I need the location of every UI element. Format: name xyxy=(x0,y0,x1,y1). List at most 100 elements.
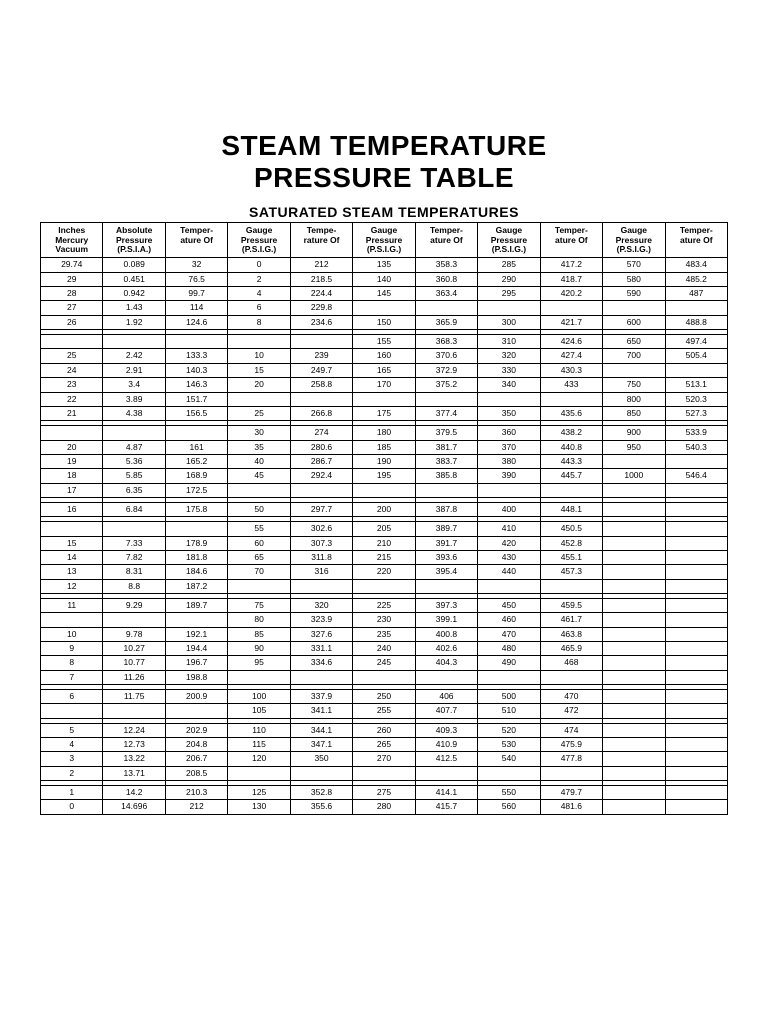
table-cell: 510 xyxy=(478,704,540,718)
table-cell: 414.1 xyxy=(415,786,477,800)
table-cell: 0 xyxy=(41,800,103,814)
table-row: 185.85168.945292.4195385.8390445.7100054… xyxy=(41,469,728,483)
table-cell: 418.7 xyxy=(540,272,602,286)
table-cell xyxy=(415,483,477,497)
table-cell: 358.3 xyxy=(415,258,477,272)
table-cell: 450 xyxy=(478,598,540,612)
table-cell xyxy=(603,454,665,468)
table-cell: 527.3 xyxy=(665,406,727,420)
table-cell: 0.942 xyxy=(103,287,165,301)
table-cell: 297.7 xyxy=(290,502,352,516)
table-cell xyxy=(228,335,290,349)
table-cell: 25 xyxy=(228,406,290,420)
table-cell: 60 xyxy=(228,536,290,550)
table-cell: 206.7 xyxy=(165,752,227,766)
table-cell xyxy=(665,502,727,516)
table-cell: 196.7 xyxy=(165,656,227,670)
table-header-cell: GaugePressure(P.S.I.G.) xyxy=(603,223,665,258)
table-cell: 300 xyxy=(478,315,540,329)
table-cell xyxy=(103,335,165,349)
table-cell: 45 xyxy=(228,469,290,483)
table-cell: 50 xyxy=(228,502,290,516)
table-cell: 391.7 xyxy=(415,536,477,550)
table-row: 119.29189.775320225397.3450459.5 xyxy=(41,598,728,612)
table-header-row: InchesMercuryVacuumAbsolutePressure(P.S.… xyxy=(41,223,728,258)
table-row: 271.431146229.8 xyxy=(41,301,728,315)
table-cell: 650 xyxy=(603,335,665,349)
table-cell: 302.6 xyxy=(290,522,352,536)
table-cell xyxy=(603,627,665,641)
table-cell: 440 xyxy=(478,565,540,579)
table-cell xyxy=(603,800,665,814)
table-cell xyxy=(603,704,665,718)
table-cell xyxy=(478,483,540,497)
table-cell: 420 xyxy=(478,536,540,550)
table-cell xyxy=(665,483,727,497)
table-cell xyxy=(290,579,352,593)
table-cell xyxy=(665,522,727,536)
table-cell: 95 xyxy=(228,656,290,670)
table-cell: 266.8 xyxy=(290,406,352,420)
table-cell: 140 xyxy=(353,272,415,286)
table-cell: 387.8 xyxy=(415,502,477,516)
table-cell: 344.1 xyxy=(290,723,352,737)
table-cell: 180 xyxy=(353,426,415,440)
table-cell: 404.3 xyxy=(415,656,477,670)
table-cell xyxy=(353,579,415,593)
table-cell: 24 xyxy=(41,363,103,377)
table-cell: 29 xyxy=(41,272,103,286)
table-cell: 800 xyxy=(603,392,665,406)
table-row: 55302.6205389.7410450.5 xyxy=(41,522,728,536)
table-cell: 4.87 xyxy=(103,440,165,454)
table-cell: 125 xyxy=(228,786,290,800)
table-cell xyxy=(665,690,727,704)
table-cell: 11.75 xyxy=(103,690,165,704)
table-cell: 360 xyxy=(478,426,540,440)
table-cell xyxy=(228,483,290,497)
table-cell: 5.85 xyxy=(103,469,165,483)
table-cell xyxy=(540,670,602,684)
table-cell: 2 xyxy=(228,272,290,286)
table-cell xyxy=(603,752,665,766)
table-cell: 406 xyxy=(415,690,477,704)
page-subtitle: SATURATED STEAM TEMPERATURES xyxy=(40,204,728,220)
table-cell: 75 xyxy=(228,598,290,612)
steam-table: InchesMercuryVacuumAbsolutePressure(P.S.… xyxy=(40,222,728,814)
table-cell: 310 xyxy=(478,335,540,349)
table-cell: 187.2 xyxy=(165,579,227,593)
table-cell xyxy=(290,483,352,497)
table-row: 155368.3310424.6650497.4 xyxy=(41,335,728,349)
table-cell xyxy=(165,613,227,627)
table-cell: 409.3 xyxy=(415,723,477,737)
table-cell: 229.8 xyxy=(290,301,352,315)
table-cell: 15 xyxy=(41,536,103,550)
table-header-cell: Tempe-rature Of xyxy=(290,223,352,258)
table-cell: 390 xyxy=(478,469,540,483)
table-cell: 274 xyxy=(290,426,352,440)
table-cell: 368.3 xyxy=(415,335,477,349)
table-cell: 327.6 xyxy=(290,627,352,641)
table-cell: 189.7 xyxy=(165,598,227,612)
table-cell: 400 xyxy=(478,502,540,516)
table-cell: 440.8 xyxy=(540,440,602,454)
table-row: 313.22206.7120350270412.5540477.8 xyxy=(41,752,728,766)
table-cell: 0 xyxy=(228,258,290,272)
table-cell: 184.6 xyxy=(165,565,227,579)
table-cell: 100 xyxy=(228,690,290,704)
table-cell: 485.2 xyxy=(665,272,727,286)
table-header-cell: AbsolutePressure(P.S.I.A.) xyxy=(103,223,165,258)
table-cell: 389.7 xyxy=(415,522,477,536)
table-row: 213.71208.5 xyxy=(41,766,728,780)
table-cell: 452.8 xyxy=(540,536,602,550)
table-cell: 307.3 xyxy=(290,536,352,550)
table-cell: 220 xyxy=(353,565,415,579)
table-cell xyxy=(353,301,415,315)
table-cell: 580 xyxy=(603,272,665,286)
table-cell: 140.3 xyxy=(165,363,227,377)
table-cell: 460 xyxy=(478,613,540,627)
table-cell xyxy=(603,522,665,536)
table-cell: 160 xyxy=(353,349,415,363)
table-cell: 29.74 xyxy=(41,258,103,272)
table-cell: 448.1 xyxy=(540,502,602,516)
table-cell: 99.7 xyxy=(165,287,227,301)
